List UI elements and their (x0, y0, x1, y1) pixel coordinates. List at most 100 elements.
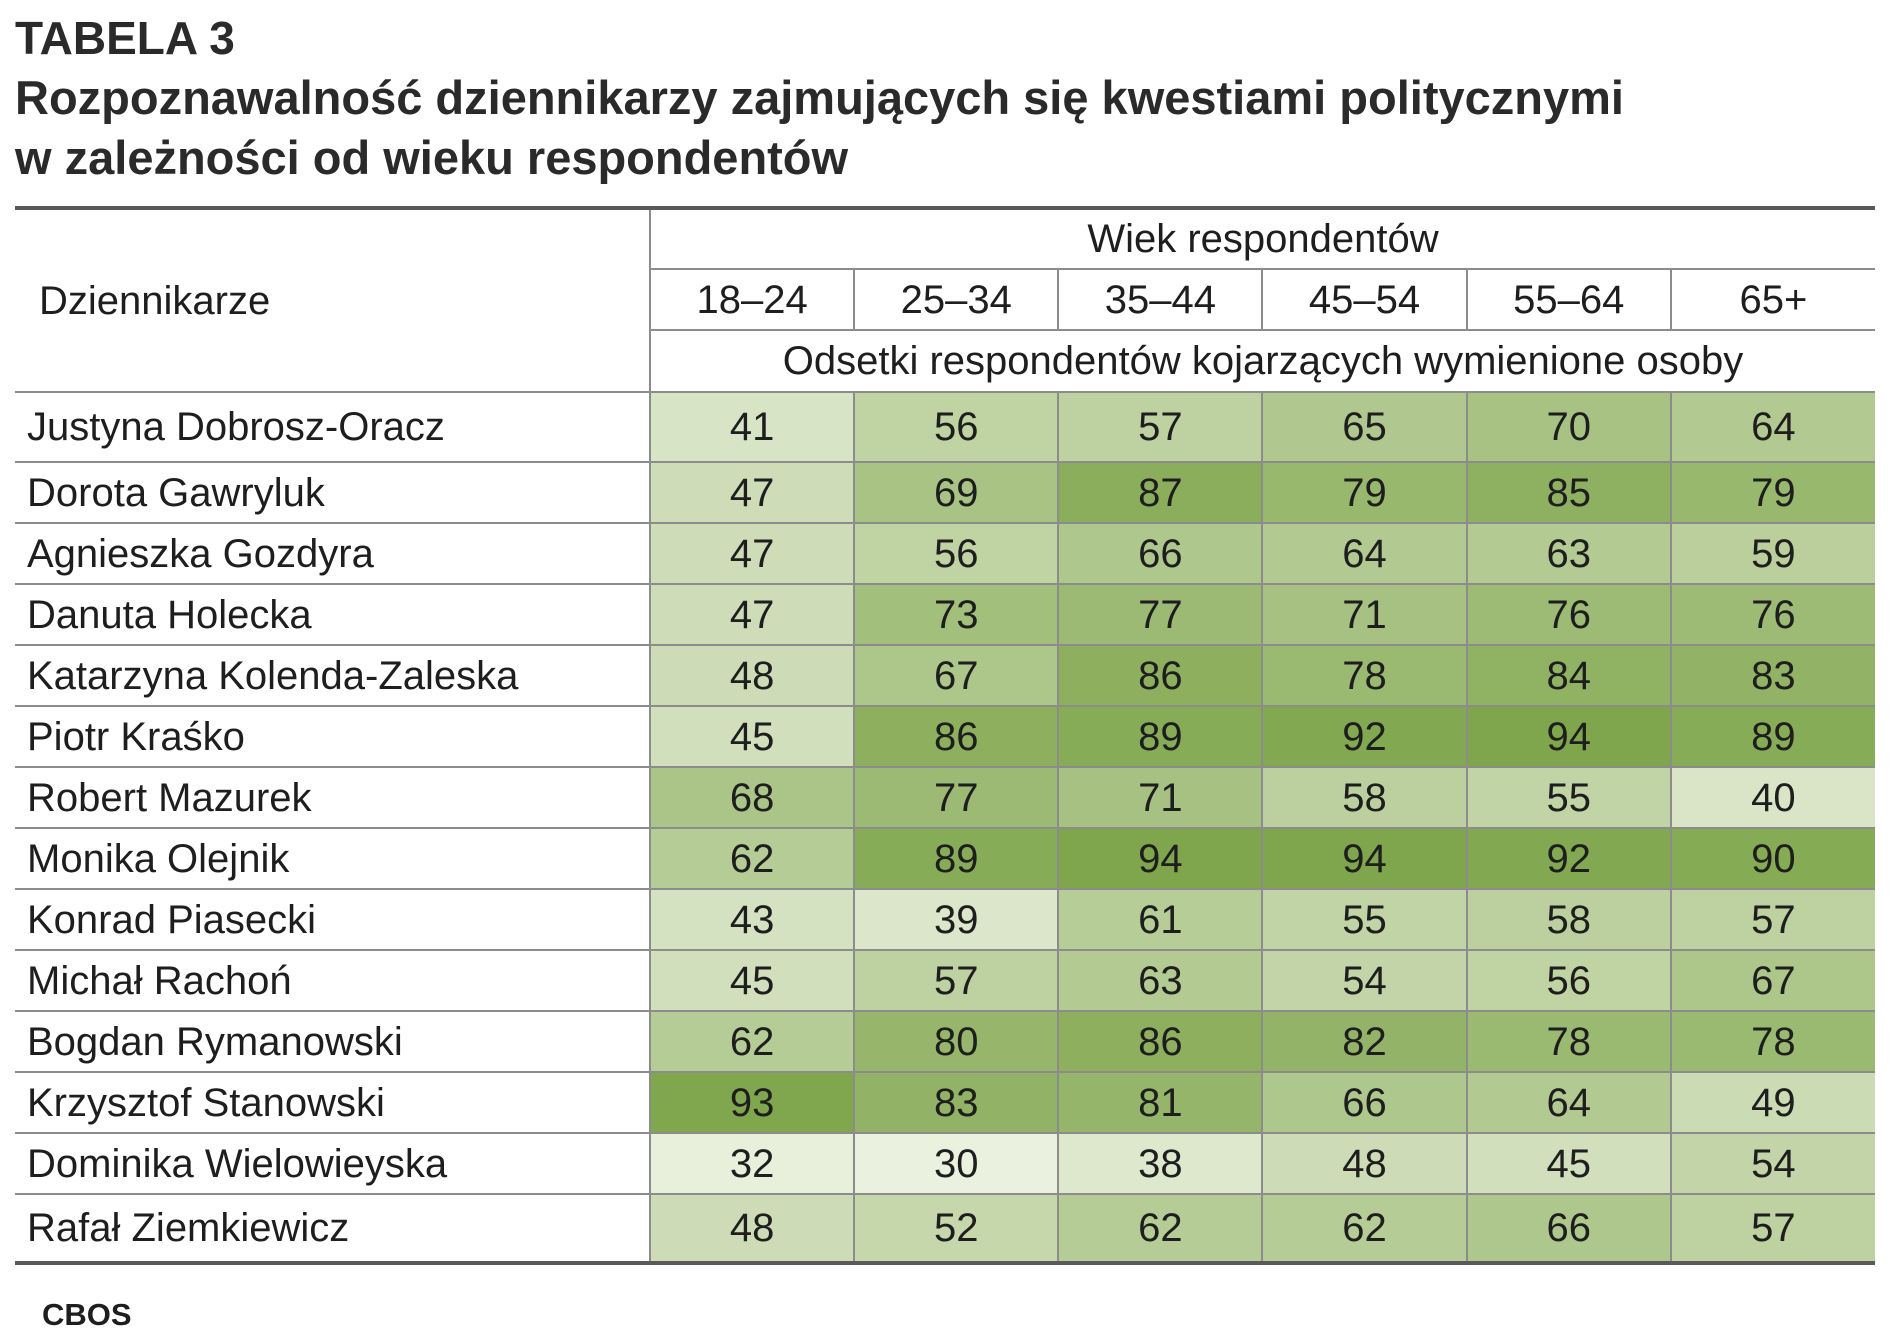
value-cell: 47 (648, 584, 855, 646)
value-cell: 86 (1057, 1011, 1263, 1073)
value-cell: 66 (1261, 1072, 1467, 1134)
journalist-name-cell: Dorota Gawryluk (15, 462, 651, 524)
value-cell: 57 (1669, 889, 1876, 951)
value-cell: 58 (1465, 889, 1671, 951)
table-heading: TABELA 3 Rozpoznawalność dziennikarzy za… (15, 8, 1624, 188)
value-cell: 49 (1669, 1072, 1876, 1134)
value-cell: 57 (1057, 392, 1263, 463)
value-cell: 77 (853, 767, 1059, 829)
value-cell: 64 (1669, 392, 1876, 463)
value-cell: 64 (1261, 523, 1467, 585)
value-cell: 62 (648, 828, 855, 890)
value-cell: 81 (1057, 1072, 1263, 1134)
journalist-name-cell: Monika Olejnik (15, 828, 651, 890)
row-header-cell: Dziennikarze (15, 208, 651, 393)
source-label: CBOS (42, 1297, 132, 1332)
value-cell: 71 (1057, 767, 1263, 829)
table-body: Justyna Dobrosz-Oracz 41 56 57 65 70 64 Dorota … (15, 392, 1876, 1264)
value-cell: 79 (1669, 462, 1876, 524)
value-cell: 57 (853, 950, 1059, 1012)
value-cell: 39 (853, 889, 1059, 951)
value-cell: 69 (853, 462, 1059, 524)
journalist-name-cell: Katarzyna Kolenda-Zaleska (15, 645, 651, 707)
value-cell: 43 (648, 889, 855, 951)
table-row: Bogdan Rymanowski 62 80 86 82 78 78 (15, 1011, 1876, 1073)
value-cell: 67 (853, 645, 1059, 707)
value-cell: 54 (1669, 1133, 1876, 1195)
table-row: Monika Olejnik 62 89 94 94 92 90 (15, 828, 1876, 890)
table-row: Danuta Holecka 47 73 77 71 76 76 (15, 584, 1876, 646)
journalist-name-cell: Krzysztof Stanowski (15, 1072, 651, 1134)
table-label: TABELA 3 (15, 12, 235, 64)
value-cell: 93 (648, 1072, 855, 1134)
journalist-name-cell: Bogdan Rymanowski (15, 1011, 651, 1073)
age-column-header: 65+ (1669, 269, 1876, 331)
table-row: Krzysztof Stanowski 93 83 81 66 64 49 (15, 1072, 1876, 1134)
journalist-name-cell: Michał Rachoń (15, 950, 651, 1012)
value-label-header: Odsetki respondentów kojarzących wymieni… (650, 330, 1876, 393)
value-cell: 83 (853, 1072, 1059, 1134)
value-cell: 47 (648, 462, 855, 524)
table-row: Konrad Piasecki 43 39 61 55 58 57 (15, 889, 1876, 951)
value-cell: 66 (1057, 523, 1263, 585)
table-row: Justyna Dobrosz-Oracz 41 56 57 65 70 64 (15, 392, 1876, 463)
value-cell: 70 (1465, 392, 1671, 463)
value-cell: 84 (1465, 645, 1671, 707)
journalist-name-cell: Danuta Holecka (15, 584, 651, 646)
value-cell: 48 (1261, 1133, 1467, 1195)
value-cell: 61 (1057, 889, 1263, 951)
journalist-name-cell: Konrad Piasecki (15, 889, 651, 951)
value-cell: 48 (648, 1194, 855, 1264)
age-column-header: 18–24 (648, 269, 855, 331)
table-row: Agnieszka Gozdyra 47 56 66 64 63 59 (15, 523, 1876, 585)
value-cell: 76 (1669, 584, 1876, 646)
table-row: Michał Rachoń 45 57 63 54 56 67 (15, 950, 1876, 1012)
age-column-header: 25–34 (853, 269, 1059, 331)
value-cell: 89 (1057, 706, 1263, 768)
header-row-value-label: Odsetki respondentów kojarzących wymieni… (15, 330, 1876, 393)
age-group-header: Wiek respondentów (650, 208, 1876, 270)
value-cell: 54 (1261, 950, 1467, 1012)
value-cell: 79 (1261, 462, 1467, 524)
value-cell: 94 (1261, 828, 1467, 890)
value-cell: 59 (1669, 523, 1876, 585)
table-row: Dorota Gawryluk 47 69 87 79 85 79 (15, 462, 1876, 524)
value-cell: 67 (1669, 950, 1876, 1012)
value-cell: 78 (1261, 645, 1467, 707)
value-cell: 66 (1465, 1194, 1671, 1264)
table-row: Rafał Ziemkiewicz 48 52 62 62 66 57 (15, 1194, 1876, 1264)
value-cell: 52 (853, 1194, 1059, 1264)
value-cell: 58 (1261, 767, 1467, 829)
value-cell: 73 (853, 584, 1059, 646)
value-cell: 56 (1465, 950, 1671, 1012)
age-column-header: 55–64 (1465, 269, 1671, 331)
value-cell: 90 (1669, 828, 1876, 890)
table-title-line-2: w zależności od wieku respondentów (15, 131, 849, 184)
value-cell: 45 (648, 706, 855, 768)
value-cell: 77 (1057, 584, 1263, 646)
journalist-name-cell: Justyna Dobrosz-Oracz (15, 392, 651, 463)
journalist-name-cell: Dominika Wielowieyska (15, 1133, 651, 1195)
value-cell: 63 (1465, 523, 1671, 585)
value-cell: 40 (1669, 767, 1876, 829)
value-cell: 32 (648, 1133, 855, 1195)
value-cell: 83 (1669, 645, 1876, 707)
table-row: Robert Mazurek 68 77 71 58 55 40 (15, 767, 1876, 829)
table-title-line-1: Rozpoznawalność dziennikarzy zajmujących… (15, 71, 1624, 124)
value-cell: 48 (648, 645, 855, 707)
value-cell: 62 (1261, 1194, 1467, 1264)
value-cell: 65 (1261, 392, 1467, 463)
value-cell: 78 (1465, 1011, 1671, 1073)
value-cell: 63 (1057, 950, 1263, 1012)
value-cell: 94 (1057, 828, 1263, 890)
header-row-ages: 18–24 25–34 35–44 45–54 55–64 65+ (15, 269, 1876, 331)
value-cell: 56 (853, 392, 1059, 463)
value-cell: 38 (1057, 1133, 1263, 1195)
table-header: Dziennikarze Wiek respondentów 18–24 25–3… (15, 208, 1876, 393)
value-cell: 89 (1669, 706, 1876, 768)
value-cell: 47 (648, 523, 855, 585)
value-cell: 57 (1669, 1194, 1876, 1264)
age-column-header: 35–44 (1057, 269, 1263, 331)
value-cell: 80 (853, 1011, 1059, 1073)
table-row: Piotr Kraśko 45 86 89 92 94 89 (15, 706, 1876, 768)
